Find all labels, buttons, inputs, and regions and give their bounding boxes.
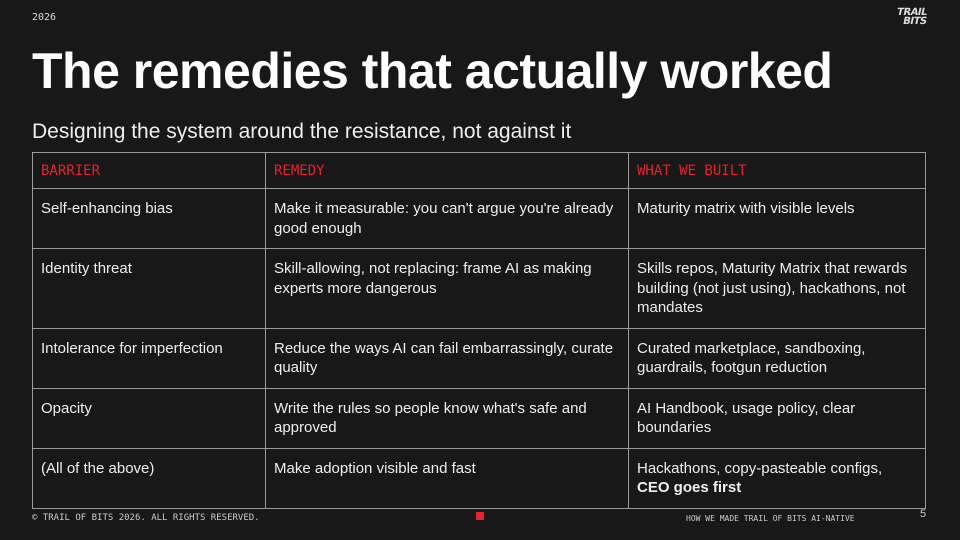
remedy-cell: Make it measurable: you can't argue you'… (265, 188, 629, 249)
page-number: 5 (920, 508, 927, 520)
page-title: The remedies that actually worked (32, 43, 833, 99)
barrier-cell: Intolerance for imperfection (32, 327, 266, 389)
built-text: Hackathons, copy-pasteable configs, (637, 459, 883, 477)
table-row: Self-enhancing bias Make it measurable: … (32, 188, 926, 249)
table-row: Opacity Write the rules so people know w… (32, 387, 926, 449)
barrier-cell: Identity threat (32, 248, 266, 329)
table-row: (All of the above) Make adoption visible… (32, 447, 926, 509)
trail-of-bits-logo: TRAIL BITS (895, 7, 928, 27)
built-emphasis: CEO goes first (637, 479, 742, 496)
barrier-cell: Self-enhancing bias (32, 188, 266, 249)
copyright: © TRAIL OF BITS 2026. ALL RIGHTS RESERVE… (32, 513, 260, 523)
built-cell: Hackathons, copy-pasteable configs, CEO g… (628, 447, 926, 509)
column-header-remedy: REMEDY (265, 152, 629, 189)
built-cell: AI Handbook, usage policy, clear boundar… (628, 387, 926, 449)
column-header-built: WHAT WE BUILT (628, 152, 926, 189)
remedy-cell: Skill-allowing, not replacing: frame AI … (265, 248, 629, 329)
remedy-cell: Write the rules so people know what's sa… (265, 387, 629, 449)
remedy-cell: Reduce the ways AI can fail embarrassing… (265, 327, 629, 389)
table-row: Intolerance for imperfection Reduce the … (32, 327, 926, 389)
remedies-table: BARRIER REMEDY WHAT WE BUILT Self-enhanc… (32, 152, 926, 509)
column-header-barrier: BARRIER (32, 152, 266, 189)
remedy-cell: Make adoption visible and fast (265, 447, 629, 509)
built-cell: Maturity matrix with visible levels (628, 188, 926, 249)
barrier-cell: Opacity (32, 387, 266, 449)
barrier-cell: (All of the above) (32, 447, 266, 509)
table-header-row: BARRIER REMEDY WHAT WE BUILT (32, 152, 926, 189)
year-label: 2026 (32, 12, 57, 23)
built-cell: Curated marketplace, sandboxing, guardra… (628, 327, 926, 389)
subtitle: Designing the system around the resistan… (32, 120, 572, 143)
built-cell: Skills repos, Maturity Matrix that rewar… (628, 248, 926, 329)
table-row: Identity threat Skill-allowing, not repl… (32, 248, 926, 329)
deck-title: HOW WE MADE TRAIL OF BITS AI-NATIVE (686, 514, 855, 523)
red-square-marker (476, 512, 484, 520)
